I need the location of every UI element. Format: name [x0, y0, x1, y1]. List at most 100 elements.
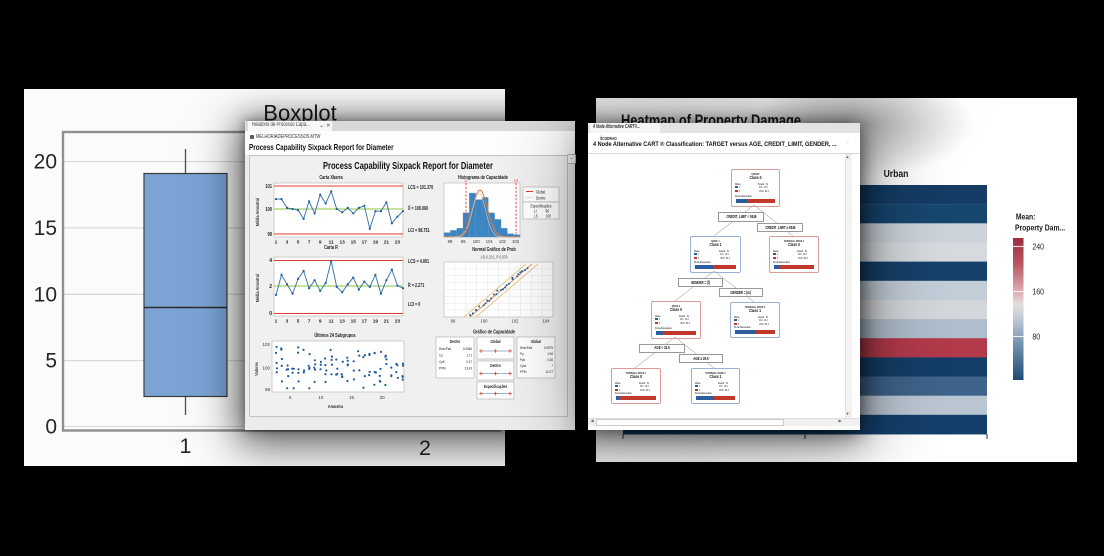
svg-text:7: 7	[308, 319, 311, 325]
svg-text:102: 102	[499, 239, 507, 244]
svg-text:Global: Global	[490, 340, 500, 345]
svg-text:98: 98	[265, 387, 271, 392]
svg-text:20: 20	[34, 151, 57, 174]
svg-text:Global: Global	[531, 340, 541, 345]
svg-text:CpK: CpK	[439, 360, 445, 365]
svg-text:0.9366: 0.9366	[463, 347, 472, 352]
svg-text:99: 99	[461, 239, 466, 244]
svg-text:104: 104	[543, 319, 551, 324]
svg-text:Urban: Urban	[884, 168, 909, 180]
svg-text:LS: LS	[534, 214, 538, 219]
svg-text:15: 15	[34, 217, 57, 240]
svg-text:21: 21	[384, 240, 390, 246]
svg-text:0.36: 0.36	[547, 358, 553, 363]
svg-text:4: 4	[269, 258, 272, 264]
svg-text:Amostra: Amostra	[328, 403, 344, 409]
svg-text:13: 13	[340, 240, 346, 246]
svg-text:Cp: Cp	[439, 353, 443, 358]
svg-text:Média Amostral: Média Amostral	[255, 274, 260, 302]
svg-text:102: 102	[512, 319, 520, 324]
svg-text:9: 9	[319, 240, 322, 246]
svg-text:PPM: PPM	[439, 366, 446, 371]
svg-text:Dentro: Dentro	[490, 364, 501, 369]
svg-text:17: 17	[362, 319, 368, 325]
svg-text:LCS = 101.370: LCS = 101.370	[408, 184, 434, 190]
svg-text:Especificações: Especificações	[531, 204, 552, 209]
svg-text:Property Dam...: Property Dam...	[1015, 223, 1065, 233]
svg-text:15: 15	[351, 240, 357, 246]
svg-text:1: 1	[180, 434, 192, 458]
svg-text:2: 2	[419, 436, 431, 460]
svg-text:13: 13	[340, 319, 346, 325]
svg-text:101: 101	[486, 239, 494, 244]
svg-text:LCS = 4.001: LCS = 4.001	[408, 258, 429, 264]
svg-text:80: 80	[1032, 332, 1040, 342]
svg-text:DesvPad: DesvPad	[520, 346, 532, 351]
svg-text:20: 20	[380, 395, 386, 400]
svg-text:100: 100	[262, 366, 270, 371]
svg-text:Cpm: Cpm	[520, 364, 526, 369]
svg-text:240: 240	[1032, 242, 1044, 252]
svg-text:Global: Global	[536, 190, 545, 195]
svg-text:5: 5	[297, 240, 300, 246]
svg-text:98: 98	[448, 239, 453, 244]
svg-text:98: 98	[451, 319, 456, 324]
svg-text:100: 100	[481, 319, 489, 324]
svg-text:LCI = 98.751: LCI = 98.751	[408, 227, 430, 233]
svg-text:0.37: 0.37	[466, 360, 472, 365]
svg-text:23: 23	[395, 319, 401, 325]
svg-text:12.07: 12.07	[546, 370, 554, 375]
svg-text:10: 10	[318, 395, 324, 400]
svg-text:9: 9	[319, 319, 322, 325]
svg-text:1: 1	[275, 319, 278, 325]
svg-text:100: 100	[546, 214, 551, 219]
svg-text:1.06: 1.06	[547, 352, 553, 357]
svg-text:Valores: Valores	[254, 362, 259, 376]
svg-text:LS: LS	[514, 179, 518, 184]
svg-text:PPM: PPM	[520, 370, 527, 375]
svg-text:23: 23	[395, 240, 401, 246]
svg-text:103: 103	[512, 239, 520, 244]
svg-text:5: 5	[297, 319, 300, 325]
svg-text:LI: LI	[534, 209, 537, 214]
svg-text:AD:0.201, P:0.878: AD:0.201, P:0.878	[481, 254, 508, 260]
svg-text:100: 100	[473, 239, 481, 244]
svg-text:Histograma de Capacidade: Histograma de Capacidade	[458, 174, 508, 180]
svg-text:17: 17	[362, 240, 368, 246]
svg-text:Normal Gráfico de Prob: Normal Gráfico de Prob	[472, 246, 516, 252]
svg-text:15: 15	[351, 319, 357, 325]
svg-text:19: 19	[373, 319, 379, 325]
svg-text:0: 0	[269, 311, 272, 317]
svg-text:2: 2	[269, 284, 272, 290]
svg-text:102: 102	[262, 342, 270, 347]
svg-text:21: 21	[384, 319, 390, 325]
svg-text:101: 101	[265, 184, 272, 190]
svg-text:19: 19	[373, 240, 379, 246]
svg-text:Especificações: Especificações	[484, 385, 507, 390]
svg-text:DesvPad: DesvPad	[439, 347, 451, 352]
svg-text:11: 11	[329, 319, 334, 325]
svg-text:LCI = 0: LCI = 0	[408, 301, 421, 307]
svg-text:99: 99	[545, 209, 549, 214]
svg-text:Carta R: Carta R	[324, 244, 338, 250]
svg-text:Dentro: Dentro	[536, 196, 545, 201]
svg-text:Gráfico de Capacidade: Gráfico de Capacidade	[473, 329, 515, 335]
svg-text:13.43: 13.43	[465, 366, 473, 371]
svg-text:3: 3	[286, 240, 289, 246]
svg-text:11: 11	[329, 240, 334, 246]
svg-text:Últimos 24 Subgrupos: Últimos 24 Subgrupos	[314, 331, 356, 338]
svg-text:5: 5	[45, 350, 57, 373]
svg-text:0.9975: 0.9975	[544, 346, 553, 351]
svg-text:X̅ = 100.060: X̅ = 100.060	[408, 204, 429, 211]
svg-text:Dentro: Dentro	[450, 340, 461, 345]
svg-text:LI: LI	[465, 179, 468, 184]
svg-text:3: 3	[286, 319, 289, 325]
svg-text:99: 99	[268, 232, 273, 238]
svg-text:100: 100	[265, 207, 272, 213]
svg-text:1: 1	[275, 240, 278, 246]
svg-text:Pp: Pp	[520, 352, 524, 357]
svg-text:0: 0	[45, 416, 57, 439]
svg-text:7: 7	[308, 240, 311, 246]
svg-text:R̅ = 2.271: R̅ = 2.271	[408, 281, 425, 288]
svg-text:5: 5	[289, 395, 292, 400]
